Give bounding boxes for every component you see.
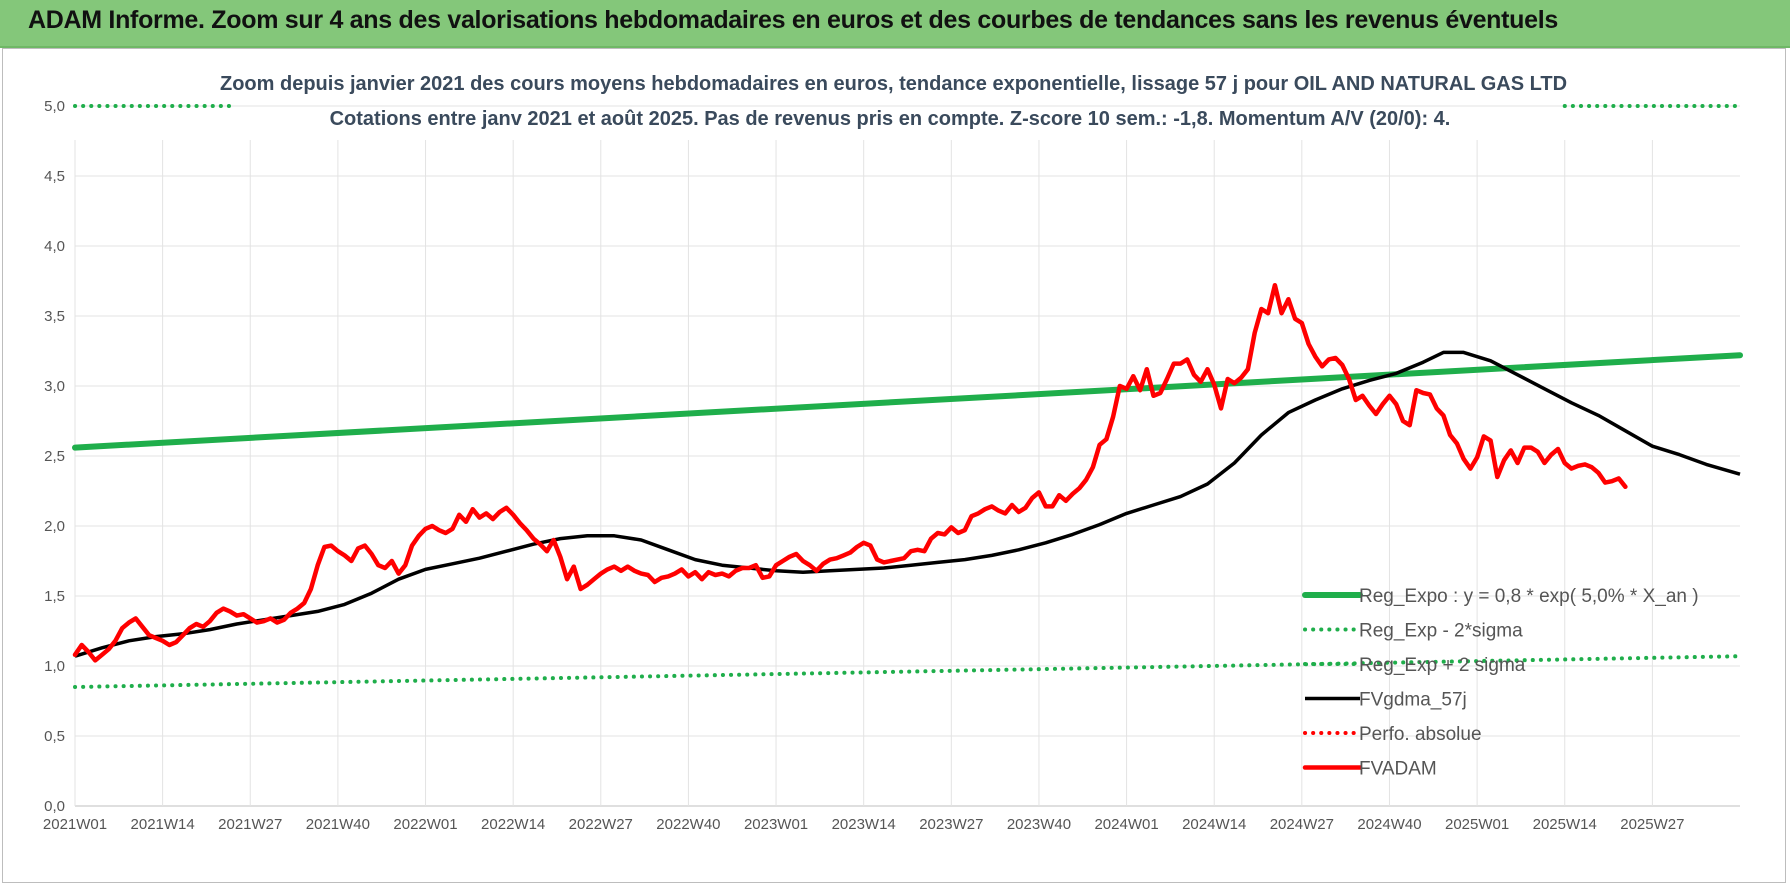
x-tick-label: 2024W01	[1094, 816, 1158, 833]
y-tick-label: 4,5	[44, 168, 65, 185]
y-tick-label: 5,0	[44, 98, 65, 115]
y-tick-label: 0,5	[44, 728, 65, 745]
x-tick-label: 2023W27	[919, 816, 983, 833]
legend-label: Reg_Exp + 2 sigma	[1359, 655, 1526, 676]
x-tick-label: 2022W40	[656, 816, 720, 833]
legend-label: FVADAM	[1359, 759, 1437, 780]
x-tick-label: 2022W01	[393, 816, 457, 833]
legend-label: Reg_Expo : y = 0,8 * exp( 5,0% * X_an )	[1359, 586, 1699, 607]
chart-frame	[2, 48, 1786, 883]
y-tick-label: 1,0	[44, 658, 65, 675]
x-tick-label: 2023W14	[832, 816, 896, 833]
y-tick-label: 1,5	[44, 588, 65, 605]
y-tick-label: 3,5	[44, 308, 65, 325]
x-tick-label: 2024W14	[1182, 816, 1246, 833]
series-fvadam	[72, 282, 1628, 663]
x-tick-label: 2025W01	[1445, 816, 1509, 833]
series-reg-expo-y-0-8-exp-5-0-x-an	[72, 352, 1743, 451]
chart-subtitle: Cotations entre janv 2021 et août 2025. …	[329, 108, 1451, 130]
chart-title: Zoom depuis janvier 2021 des cours moyen…	[220, 73, 1568, 95]
series-fvgdma-57j	[74, 350, 1741, 658]
x-tick-label: 2022W27	[569, 816, 633, 833]
x-tick-label: 2024W27	[1270, 816, 1334, 833]
x-tick-label: 2025W14	[1533, 816, 1597, 833]
x-tick-label: 2021W14	[131, 816, 195, 833]
x-tick-label: 2025W27	[1620, 816, 1684, 833]
y-tick-label: 3,0	[44, 378, 65, 395]
report-header: ADAM Informe. Zoom sur 4 ans des valoris…	[0, 0, 1790, 48]
y-tick-label: 0,0	[44, 798, 65, 815]
x-tick-label: 2021W27	[218, 816, 282, 833]
x-tick-label: 2021W01	[43, 816, 107, 833]
report-title: ADAM Informe. Zoom sur 4 ans des valoris…	[28, 6, 1558, 34]
legend-label: Reg_Exp - 2*sigma	[1359, 621, 1523, 642]
x-tick-label: 2023W01	[744, 816, 808, 833]
y-tick-label: 2,5	[44, 448, 65, 465]
x-tick-label: 2022W14	[481, 816, 545, 833]
y-tick-label: 2,0	[44, 518, 65, 535]
series-reg-exp-2-sigma	[73, 654, 1742, 689]
x-tick-label: 2023W40	[1007, 816, 1071, 833]
x-tick-label: 2024W40	[1357, 816, 1421, 833]
y-tick-label: 4,0	[44, 238, 65, 255]
x-tick-label: 2021W40	[306, 816, 370, 833]
legend-label: Perfo. absolue	[1359, 724, 1482, 745]
legend-label: FVgdma_57j	[1359, 690, 1467, 711]
